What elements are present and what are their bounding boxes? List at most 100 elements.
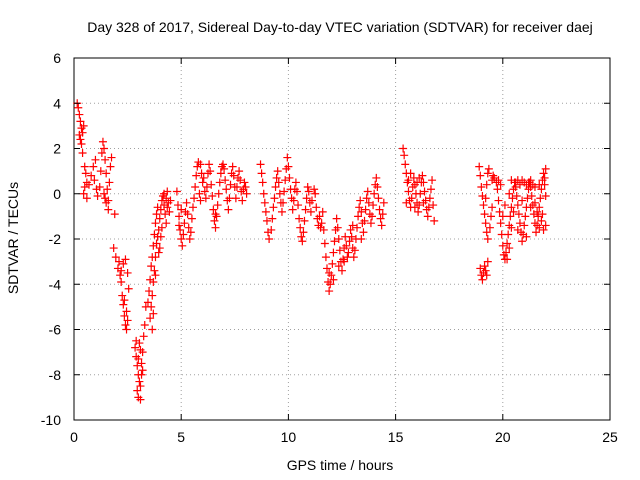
data-point [479, 201, 488, 210]
data-point [156, 205, 165, 214]
data-point [509, 207, 518, 216]
data-point [101, 194, 110, 203]
data-point [148, 325, 157, 334]
y-axis-label: SDTVAR / TECUs [5, 182, 21, 294]
data-point [265, 235, 274, 243]
data-point [415, 201, 424, 210]
data-point [310, 185, 319, 194]
data-point [119, 259, 128, 268]
data-point [85, 180, 94, 189]
data-point [275, 189, 284, 198]
data-point [498, 241, 507, 250]
data-point [481, 266, 490, 275]
data-point [261, 207, 270, 216]
y-tick-label: 4 [53, 95, 61, 111]
data-point [483, 235, 492, 243]
data-point [267, 225, 276, 234]
data-point [356, 196, 365, 205]
data-point [103, 185, 112, 194]
data-point [322, 264, 331, 273]
data-point [538, 210, 547, 219]
data-point [496, 219, 505, 228]
data-point [105, 178, 114, 187]
data-point [488, 203, 497, 212]
data-point [260, 198, 269, 207]
x-tick-label: 10 [281, 429, 297, 445]
data-point [116, 271, 125, 280]
data-point [507, 223, 516, 232]
data-point [166, 196, 175, 205]
data-point [107, 153, 116, 162]
data-point [406, 169, 415, 178]
data-point [370, 189, 379, 198]
data-point [157, 223, 166, 232]
data-point [231, 194, 240, 203]
data-point [298, 237, 307, 246]
data-series-daej [73, 99, 550, 404]
data-point [482, 271, 491, 280]
y-tick-label: 2 [53, 141, 61, 157]
data-point [335, 246, 344, 255]
data-point [355, 203, 364, 212]
data-point [518, 196, 527, 205]
data-point [541, 192, 550, 201]
data-point [102, 169, 111, 178]
data-point [347, 232, 356, 241]
data-point [163, 203, 172, 212]
data-point [292, 187, 301, 196]
data-point [100, 189, 109, 198]
data-point [511, 178, 520, 187]
data-point [277, 207, 286, 216]
data-point [146, 314, 155, 323]
data-point [515, 219, 524, 228]
data-point [257, 169, 266, 178]
data-point [494, 196, 503, 205]
data-point [183, 210, 192, 219]
data-point [109, 244, 118, 253]
data-point [176, 225, 185, 234]
data-point [155, 244, 164, 253]
data-point [155, 214, 164, 223]
data-point [241, 182, 250, 191]
data-point [530, 198, 539, 207]
data-point [196, 196, 205, 205]
data-point [301, 205, 310, 214]
data-point [224, 205, 233, 214]
data-point [178, 241, 187, 250]
data-point [97, 149, 106, 158]
data-point [137, 370, 146, 379]
data-point [135, 377, 144, 386]
data-point [426, 185, 435, 194]
data-point [133, 386, 142, 395]
data-point [117, 266, 126, 275]
data-point [319, 225, 328, 234]
data-point [199, 173, 208, 182]
data-point [151, 253, 160, 262]
data-point [537, 216, 546, 225]
data-point [280, 187, 289, 196]
data-point [104, 205, 113, 214]
data-point [98, 137, 107, 146]
data-point [106, 162, 115, 171]
data-point [211, 223, 220, 232]
data-point [402, 198, 411, 207]
data-point [242, 189, 251, 198]
x-tick-label: 25 [602, 429, 618, 445]
data-point [137, 359, 146, 368]
data-point [404, 187, 413, 196]
data-point [177, 235, 186, 243]
data-point [74, 103, 83, 112]
data-point [532, 228, 541, 237]
data-point [75, 110, 84, 119]
x-axis: 0 5 10 15 20 25 [70, 58, 618, 445]
data-point [147, 302, 156, 311]
data-point [226, 180, 235, 189]
data-point [300, 216, 309, 225]
data-point [289, 196, 298, 205]
data-point [185, 235, 194, 243]
data-point [297, 232, 306, 241]
data-point [143, 298, 152, 307]
data-point [111, 253, 120, 262]
data-point [476, 171, 485, 180]
data-point [496, 180, 505, 189]
